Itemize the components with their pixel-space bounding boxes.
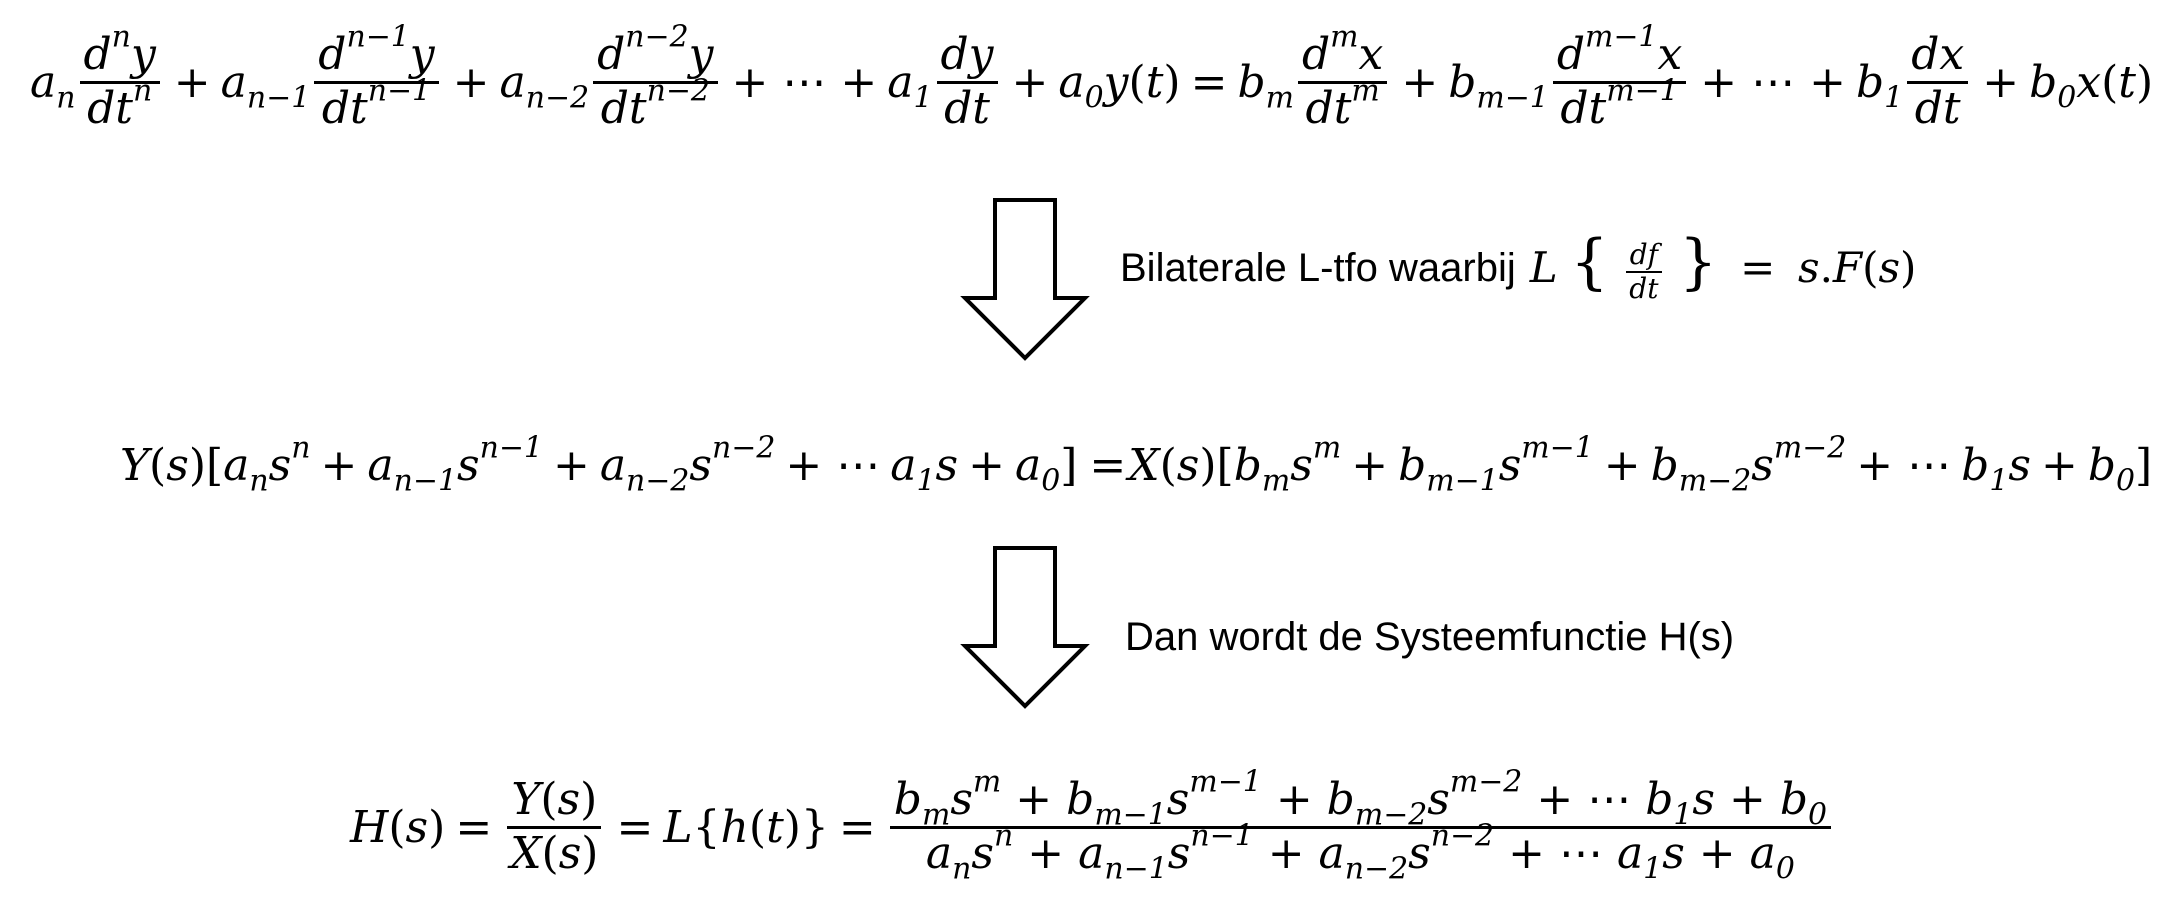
system-function-caption: Dan wordt de Systeemfunctie H(s) bbox=[1125, 615, 1734, 660]
fraction-df-dt: df dt bbox=[1625, 238, 1662, 305]
equals-sign: = bbox=[1190, 56, 1228, 108]
fraction-dx-dt: dx dt bbox=[1907, 29, 1969, 134]
fraction-dn2y-dtn2: dn−2y dtn−2 bbox=[593, 22, 718, 134]
laplace-transform-caption: Bilaterale L-tfo waarbij L { df dt } = s.… bbox=[1120, 232, 1916, 305]
fraction-Ys-Xs: Y(s) X(s) bbox=[506, 774, 602, 879]
fraction-dmx-dtm: dmx dtm bbox=[1297, 22, 1388, 134]
fraction-dny-dtn: dny dtn bbox=[79, 22, 160, 134]
equals-sign: = bbox=[1089, 440, 1127, 491]
fraction-dm1x-dtm1: dm−1x dtm−1 bbox=[1552, 22, 1687, 134]
down-arrow-icon bbox=[960, 546, 1090, 709]
equals-sign: = bbox=[838, 801, 876, 853]
down-arrow-icon bbox=[960, 198, 1090, 361]
system-function-equation: H(s) = Y(s) X(s) = L{h(t)} = bmsm + bm−1… bbox=[350, 767, 1835, 884]
caption-step1-text: Bilaterale L-tfo waarbij bbox=[1120, 246, 1516, 291]
fraction-dn1y-dtn1: dn−1y dtn−1 bbox=[314, 22, 439, 134]
laplace-derivative-property: L { df dt } = s.F(s) bbox=[1529, 227, 1917, 305]
differential-equation: an dny dtn + an−1 dn−1y dtn−1 + an−2 dn−2y… bbox=[30, 19, 2154, 134]
caption-step2-text: Dan wordt de Systeemfunctie H(s) bbox=[1125, 615, 1735, 659]
laplace-domain-equation: Y(s)[ansn + an−1sn−1 + an−2sn−2 + ⋯ a1s … bbox=[120, 430, 2153, 499]
fraction-dy-dt: dy dt bbox=[936, 29, 998, 134]
transfer-function-fraction: bmsm + bm−1sm−1 + bm−2sm−2 + ⋯ b1s + b0 … bbox=[889, 767, 1832, 884]
